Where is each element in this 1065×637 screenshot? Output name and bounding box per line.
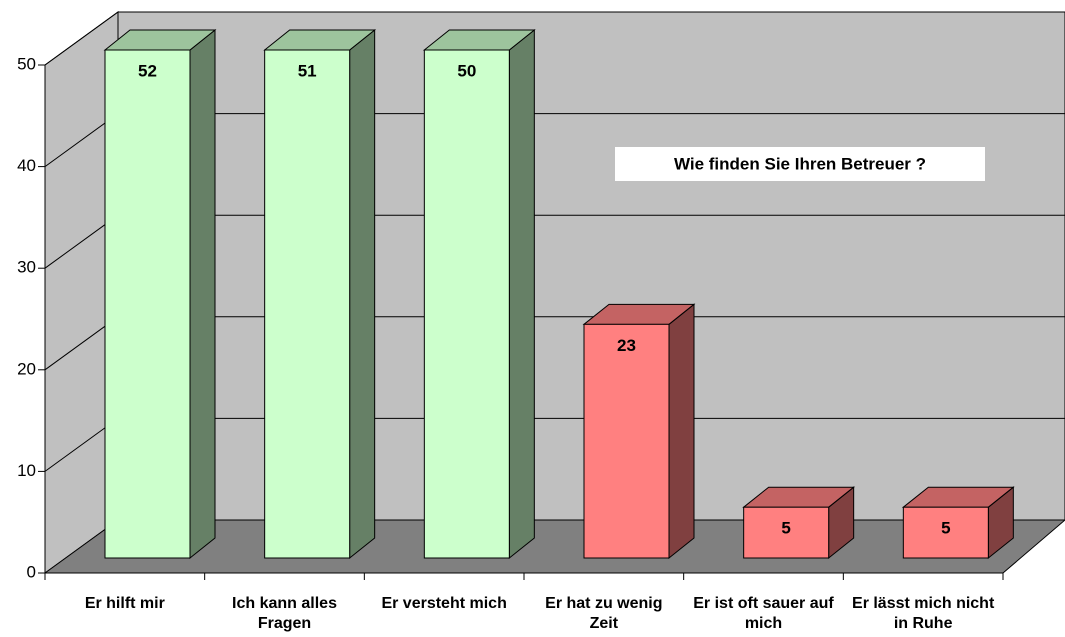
bar [583,323,670,559]
y-tick-label: 20 [17,359,36,378]
value-label: 5 [781,519,790,538]
value-label: 23 [617,336,636,355]
y-tick-label: 30 [17,258,36,277]
x-tick-label: Er versteht mich [381,595,507,612]
value-label: 5 [941,519,950,538]
y-tick-label: 0 [27,562,36,581]
bar [264,49,351,559]
y-tick-label: 40 [17,156,36,175]
value-label: 51 [298,61,317,80]
title-box [615,147,985,181]
chart-title: Wie finden Sie Ihren Betreuer ? [674,154,926,173]
bar-side [189,28,216,560]
bar [423,49,510,559]
value-label: 50 [457,61,476,80]
value-label: 52 [138,61,157,80]
bar [743,506,830,559]
grid-line [44,11,119,66]
x-tick-label: Er hat zu wenig Zeit [545,595,663,632]
bar [902,506,989,559]
x-tick-label: Ich kann alles Fragen [232,595,337,632]
bar-side [668,303,695,560]
bar-side [508,28,535,560]
y-tick-label: 10 [17,461,36,480]
bar-side [349,28,376,560]
bar [104,49,191,559]
x-tick-label: Er hilft mir [84,595,165,612]
x-tick-label: Er lässt mich nicht in Ruhe [852,595,995,632]
y-tick-label: 50 [17,54,36,73]
x-tick-label: Er ist oft sauer auf mich [693,595,834,632]
